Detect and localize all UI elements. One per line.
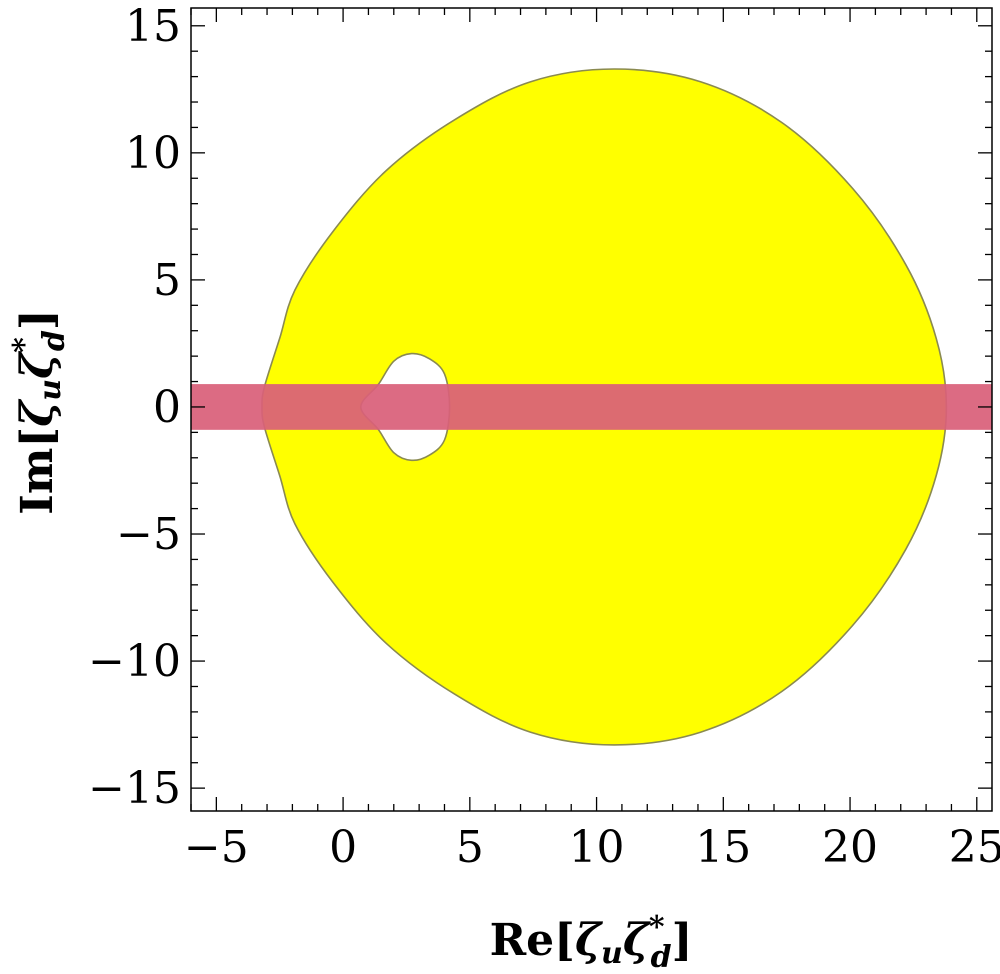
y-axis-label: Im[ζuζ*d] (7, 309, 72, 514)
x-tick-label: 25 (949, 822, 1000, 873)
x-tick-label: 10 (569, 822, 625, 873)
constraint-band-series (191, 384, 992, 430)
x-tick-label: 0 (329, 822, 357, 873)
y-tick-label: 15 (125, 1, 181, 52)
axis-ticks (190, 8, 992, 811)
x-tick-label: −5 (184, 822, 249, 873)
plot-area (191, 68, 992, 746)
y-tick-label: 10 (125, 128, 181, 179)
x-tick-label: 20 (822, 822, 878, 873)
x-tick-label: 15 (695, 822, 751, 873)
y-tick-label: −10 (88, 636, 181, 687)
y-tick-label: −5 (116, 509, 181, 560)
plot-frame (190, 7, 993, 812)
y-tick-labels: −15 −10 −5 0 5 10 15 (88, 1, 181, 814)
y-tick-label: 5 (153, 255, 181, 306)
y-tick-label: −15 (88, 763, 181, 814)
y-tick-label: 0 (153, 382, 181, 433)
x-tick-labels: −5 0 5 10 15 20 25 (184, 822, 1000, 873)
x-axis-label: Re[ζuζ* d] (490, 910, 693, 974)
x-tick-label: 5 (456, 822, 484, 873)
